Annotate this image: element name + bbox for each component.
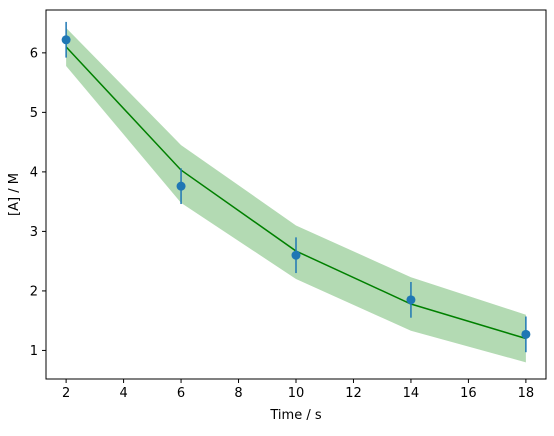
y-tick-label: 5 — [30, 106, 38, 121]
data-point — [291, 250, 301, 260]
x-tick-label: 12 — [345, 386, 362, 401]
x-tick-label: 2 — [62, 386, 70, 401]
x-tick-label: 18 — [518, 386, 535, 401]
confidence-band — [66, 27, 526, 363]
y-tick-label: 3 — [30, 225, 38, 240]
x-axis-label: Time / s — [269, 408, 321, 423]
data-point — [61, 35, 71, 45]
x-tick-label: 16 — [460, 386, 477, 401]
y-tick-label: 6 — [30, 46, 38, 61]
data-point — [406, 295, 416, 305]
plot-content — [61, 21, 531, 363]
x-tick-label: 8 — [234, 386, 242, 401]
y-tick-label: 4 — [30, 165, 38, 180]
y-tick-label: 1 — [30, 344, 38, 359]
data-point — [521, 329, 531, 339]
x-tick-label: 6 — [177, 386, 185, 401]
y-tick-label: 2 — [30, 284, 38, 299]
data-point — [176, 181, 186, 191]
x-tick-label: 10 — [288, 386, 305, 401]
y-axis-label: [A] / M — [7, 173, 22, 216]
x-tick-label: 4 — [119, 386, 127, 401]
x-tick-label: 14 — [403, 386, 420, 401]
